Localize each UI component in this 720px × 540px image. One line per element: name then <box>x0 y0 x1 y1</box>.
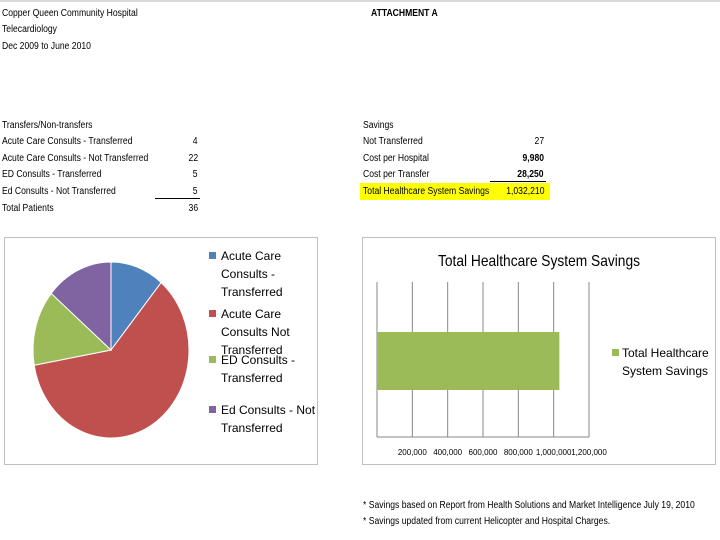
savings-total-label: Total Healthcare System Savings <box>363 186 490 197</box>
transfers-title: Transfers/Non-transfers <box>2 120 93 131</box>
legend-swatch <box>209 356 216 363</box>
x-tick-label: 1,200,000 <box>571 448 607 457</box>
legend-label: Acute Care <box>221 307 281 321</box>
x-tick-label: 200,000 <box>398 448 427 457</box>
bar <box>377 332 560 390</box>
bar-chart-panel: Total Healthcare System Savings 200,000 40… <box>362 237 716 465</box>
savings-row-value: 9,980 <box>522 153 544 164</box>
transfers-row-label: Acute Care Consults - Not Transferred <box>2 153 149 164</box>
x-tick-label: 400,000 <box>433 448 462 457</box>
savings-row-label: Not Transferred <box>363 136 423 147</box>
transfers-row-value: 5 <box>193 169 198 180</box>
legend-swatch <box>209 310 216 317</box>
program-name: Telecardiology <box>2 24 57 35</box>
legend-label: Transferred <box>221 421 283 435</box>
legend-label: Ed Consults - Not <box>221 403 316 417</box>
legend-swatch <box>209 252 216 259</box>
savings-total-highlight <box>360 183 550 200</box>
period-text: Dec 2009 to June 2010 <box>2 41 91 52</box>
savings-title: Savings <box>363 120 394 131</box>
transfers-row-value: 4 <box>193 136 198 147</box>
total-underline <box>155 198 200 199</box>
x-tick-label: 800,000 <box>504 448 533 457</box>
legend-swatch <box>209 406 216 413</box>
transfers-row-label: Ed Consults - Not Transferred <box>2 186 116 197</box>
savings-underline <box>490 181 546 182</box>
transfers-row-label: Acute Care Consults - Transferred <box>2 136 133 147</box>
transfers-total-value: 36 <box>188 203 198 214</box>
pie-chart: Acute Care Consults - Transferred Acute Car… <box>32 249 316 439</box>
x-tick-label: 600,000 <box>469 448 498 457</box>
legend-swatch <box>612 349 619 356</box>
legend-label: Total Healthcare <box>622 346 709 360</box>
attachment-label: ATTACHMENT A <box>371 8 438 19</box>
transfers-row-value: 5 <box>193 186 198 197</box>
legend-label: System Savings <box>622 364 708 378</box>
chart-title: Total Healthcare System Savings <box>438 253 640 270</box>
pie-chart-panel: Acute Care Consults - Transferred Acute Car… <box>4 237 318 465</box>
savings-row-value: 27 <box>534 136 544 147</box>
x-tick-label: 1,000,000 <box>536 448 572 457</box>
sheet-top-border <box>0 0 720 2</box>
savings-row-label: Cost per Hospital <box>363 153 429 164</box>
transfers-row-label: ED Consults - Transferred <box>2 169 102 180</box>
legend-label: Transferred <box>221 343 283 357</box>
hospital-name: Copper Queen Community Hospital <box>2 8 138 19</box>
legend-label: Transferred <box>221 285 283 299</box>
transfers-row-value: 22 <box>188 153 198 164</box>
legend-label: Consults Not <box>221 325 290 339</box>
legend-label: Transferred <box>221 371 283 385</box>
legend-label: Consults - <box>221 267 275 281</box>
pie-slice <box>32 292 113 366</box>
footnote: * Savings based on Report from Health So… <box>363 500 695 511</box>
pie-slice <box>33 281 190 439</box>
bar-chart: Total Healthcare System Savings 200,000 40… <box>376 253 709 457</box>
savings-row-value: 28,250 <box>517 169 544 180</box>
savings-row-label: Cost per Transfer <box>363 169 430 180</box>
savings-total-value: 1,032,210 <box>505 186 544 197</box>
footnote: * Savings updated from current Helicopte… <box>363 516 611 527</box>
legend-label: Acute Care <box>221 249 281 263</box>
transfers-total-label: Total Patients <box>2 203 54 214</box>
legend-label: ED Consults - <box>221 353 295 367</box>
pie-slice <box>50 261 112 352</box>
